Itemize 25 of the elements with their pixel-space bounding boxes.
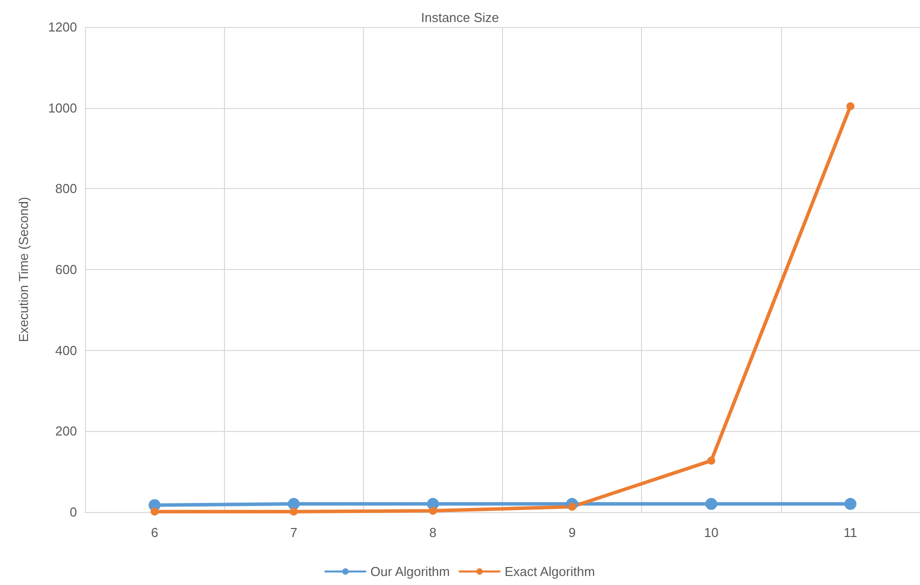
point bbox=[150, 508, 159, 516]
x-tick-label: 9 bbox=[568, 525, 576, 540]
legend-label: Exact Algorithm bbox=[504, 564, 595, 579]
y-tick-label: 400 bbox=[55, 342, 77, 358]
point bbox=[288, 498, 300, 510]
x-tick-label: 7 bbox=[290, 525, 298, 540]
point bbox=[428, 506, 437, 515]
y-tick-label: 600 bbox=[55, 262, 77, 277]
y-tick-label: 1200 bbox=[48, 20, 77, 34]
point bbox=[290, 508, 298, 516]
x-tick-label: 6 bbox=[150, 525, 158, 540]
legend-label: Our Algorithm bbox=[370, 564, 450, 579]
point bbox=[705, 498, 718, 510]
x-tick-label: 10 bbox=[704, 525, 718, 540]
y-tick-label: 1000 bbox=[48, 100, 77, 116]
x-axis-title: Instance Size bbox=[420, 10, 500, 25]
x-tick-label: 11 bbox=[844, 525, 858, 540]
y-tick-label: 200 bbox=[55, 424, 77, 439]
y-tick-label: 800 bbox=[55, 181, 77, 196]
point bbox=[707, 456, 716, 465]
y-tick-label: 0 bbox=[70, 504, 77, 520]
point bbox=[846, 102, 854, 110]
y-axis-title: Execution Time (Second) bbox=[16, 196, 31, 342]
x-tick-label: 8 bbox=[429, 525, 437, 540]
point bbox=[844, 498, 856, 510]
